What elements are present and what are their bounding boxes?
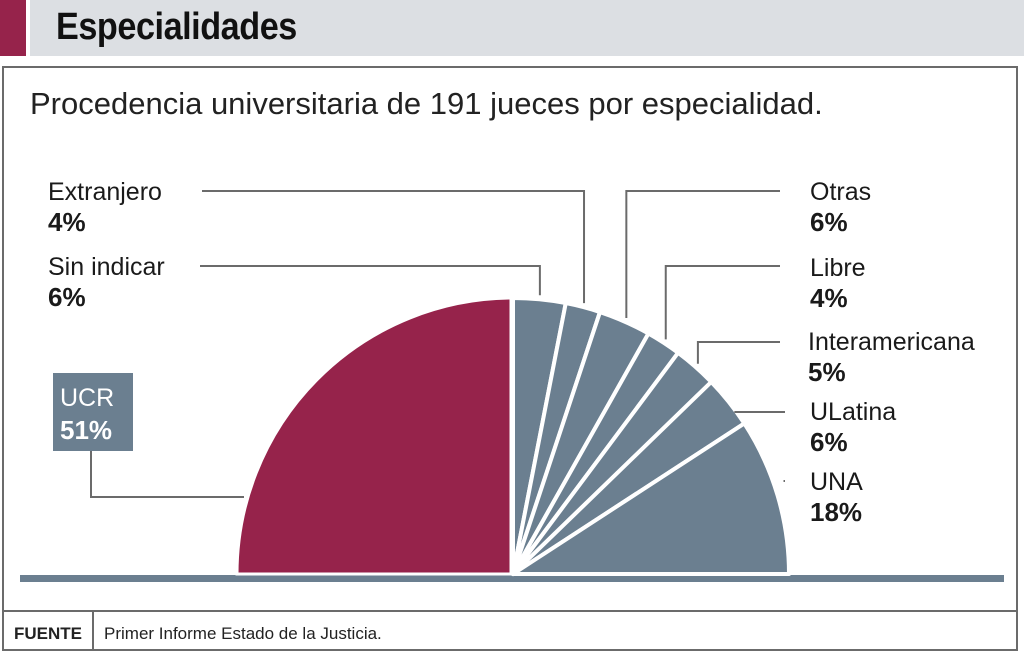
slice-label-sin-indicar: Sin indicar xyxy=(48,253,165,281)
slice-label-interamericana: Interamericana xyxy=(808,328,975,356)
pie-slice-ucr xyxy=(235,296,513,576)
slice-value-otras: 6% xyxy=(810,207,848,237)
baseline-bar xyxy=(20,575,1004,582)
slice-value-extranjero: 4% xyxy=(48,207,86,237)
footer-divider xyxy=(2,610,1018,612)
leader-line-otras xyxy=(625,190,780,318)
chart-title: Procedencia universitaria de 191 jueces … xyxy=(30,86,823,121)
source-label: FUENTE xyxy=(14,624,82,643)
slice-value-ulatina: 6% xyxy=(810,427,848,457)
slice-value-sin-indicar: 6% xyxy=(48,282,86,312)
slice-label-extranjero: Extranjero xyxy=(48,178,162,206)
pie-slice-una xyxy=(511,421,791,576)
slice-label-una: UNA xyxy=(810,468,863,496)
slice-value-interamericana: 5% xyxy=(808,357,846,387)
slice-value-libre: 4% xyxy=(810,283,848,313)
leader-line-interamericana xyxy=(696,341,780,364)
header-bar xyxy=(30,0,1024,56)
source-text: Primer Informe Estado de la Justicia. xyxy=(104,624,382,643)
leader-line-libre xyxy=(664,265,780,340)
slice-label-ulatina: ULatina xyxy=(810,398,896,426)
slice-label-ucr: UCR xyxy=(60,384,114,412)
chart-frame xyxy=(2,66,1018,651)
slice-value-ucr: 51% xyxy=(60,415,112,445)
slice-label-libre: Libre xyxy=(810,254,866,282)
leader-line-ucr xyxy=(90,451,244,498)
page-title: Especialidades xyxy=(56,6,297,48)
header: Especialidades xyxy=(0,0,1024,56)
leader-line-sin-indicar xyxy=(200,265,541,296)
footer-separator xyxy=(92,612,94,651)
header-accent xyxy=(0,0,26,56)
slice-label-otras: Otras xyxy=(810,178,871,206)
ucr-label-box xyxy=(53,373,133,451)
leader-line-extranjero xyxy=(202,190,586,304)
slice-value-una: 18% xyxy=(810,497,862,527)
